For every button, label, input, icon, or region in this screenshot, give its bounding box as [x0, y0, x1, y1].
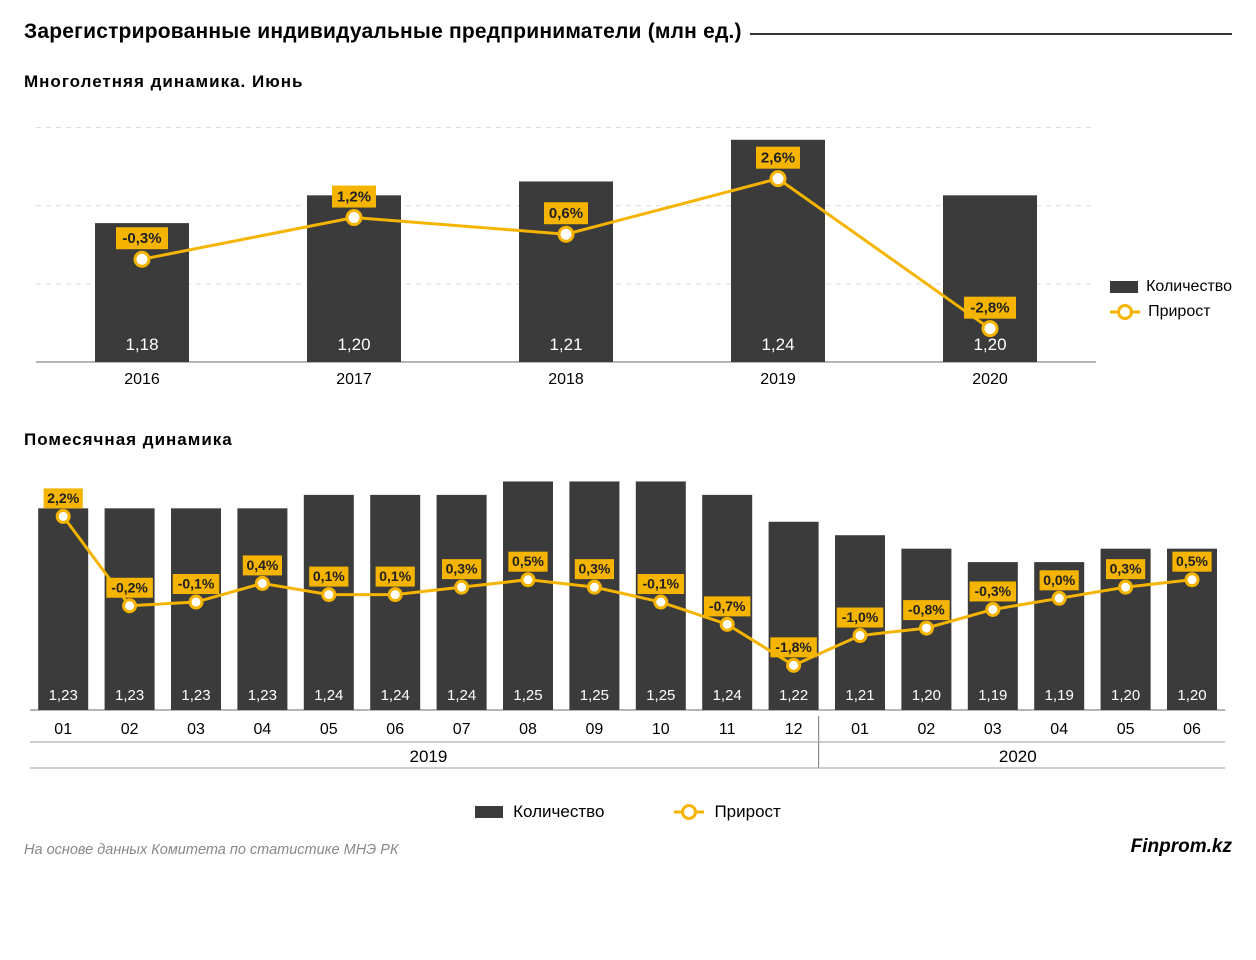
title-rule [750, 33, 1232, 35]
svg-text:1,22: 1,22 [779, 687, 808, 704]
svg-text:-0,8%: -0,8% [908, 602, 945, 618]
chart2-subtitle: Помесячная динамика [24, 430, 1232, 450]
svg-text:2019: 2019 [409, 747, 447, 766]
svg-text:1,24: 1,24 [314, 687, 343, 704]
legend-bar-label: Количество [1146, 278, 1232, 296]
chart1-wrap: 1,18 2016 1,20 2017 1,21 2018 1,24 2019 1,20 2020… [24, 100, 1232, 400]
svg-text:05: 05 [1117, 721, 1135, 738]
svg-text:-0,7%: -0,7% [709, 598, 746, 614]
svg-text:11: 11 [719, 721, 736, 738]
svg-text:-1,8%: -1,8% [775, 639, 812, 655]
svg-text:2,2%: 2,2% [47, 490, 79, 506]
svg-text:0,4%: 0,4% [246, 557, 278, 573]
svg-text:1,25: 1,25 [580, 687, 609, 704]
chart2-svg: 1,23 01 1,23 02 1,23 03 1,23 04 1,24 05 1,24 06 1,24… [24, 458, 1232, 798]
bar-swatch [475, 806, 503, 818]
svg-text:1,23: 1,23 [115, 687, 144, 704]
svg-text:06: 06 [386, 721, 404, 738]
line-swatch [1110, 302, 1140, 322]
legend-line-label: Прирост [1148, 303, 1210, 321]
svg-text:0,3%: 0,3% [578, 561, 610, 577]
svg-text:-2,8%: -2,8% [970, 300, 1009, 317]
svg-text:-0,3%: -0,3% [122, 230, 161, 247]
svg-text:2020: 2020 [999, 747, 1037, 766]
svg-text:1,20: 1,20 [973, 335, 1006, 354]
svg-text:0,3%: 0,3% [446, 561, 478, 577]
svg-text:0,0%: 0,0% [1043, 572, 1075, 588]
svg-text:1,24: 1,24 [713, 687, 742, 704]
svg-text:0,3%: 0,3% [1110, 561, 1142, 577]
svg-text:02: 02 [918, 721, 936, 738]
legend2-row-bar: Количество [475, 802, 604, 822]
svg-text:08: 08 [519, 721, 537, 738]
svg-text:2017: 2017 [336, 371, 372, 388]
legend-row-bar: Количество [1110, 278, 1232, 296]
svg-text:2019: 2019 [760, 371, 796, 388]
svg-text:0,6%: 0,6% [549, 205, 583, 222]
bar-swatch [1110, 281, 1138, 293]
svg-text:0,5%: 0,5% [512, 553, 544, 569]
svg-text:1,21: 1,21 [845, 687, 874, 704]
svg-text:06: 06 [1183, 721, 1201, 738]
main-title: Зарегистрированные индивидуальные предпр… [24, 20, 742, 44]
line-swatch [674, 802, 704, 822]
svg-text:03: 03 [187, 721, 205, 738]
svg-text:07: 07 [453, 721, 471, 738]
svg-text:0,1%: 0,1% [313, 568, 345, 584]
main-title-row: Зарегистрированные индивидуальные предпр… [24, 20, 1232, 44]
svg-text:2018: 2018 [548, 371, 584, 388]
svg-text:05: 05 [320, 721, 338, 738]
svg-text:2,6%: 2,6% [761, 150, 795, 167]
svg-text:0,5%: 0,5% [1176, 553, 1208, 569]
source-note: На основе данных Комитета по статистике … [24, 842, 399, 858]
legend2-row-line: Прирост [674, 802, 780, 822]
svg-text:1,20: 1,20 [337, 335, 370, 354]
svg-text:-0,1%: -0,1% [178, 576, 215, 592]
svg-text:2020: 2020 [972, 371, 1008, 388]
svg-text:01: 01 [54, 721, 72, 738]
chart2-legend: Количество Прирост [24, 802, 1232, 822]
svg-text:01: 01 [851, 721, 869, 738]
legend2-line-label: Прирост [714, 802, 780, 822]
chart1-subtitle: Многолетняя динамика. Июнь [24, 72, 1232, 92]
svg-text:-0,3%: -0,3% [975, 583, 1012, 599]
svg-text:02: 02 [121, 721, 139, 738]
svg-text:1,20: 1,20 [1111, 687, 1140, 704]
svg-text:04: 04 [254, 721, 272, 738]
svg-text:04: 04 [1050, 721, 1068, 738]
svg-text:1,24: 1,24 [761, 335, 794, 354]
legend-row-line: Прирост [1110, 302, 1232, 322]
chart1-svg: 1,18 2016 1,20 2017 1,21 2018 1,24 2019 1,20 2020… [24, 100, 1232, 400]
svg-text:1,25: 1,25 [513, 687, 542, 704]
chart1-legend: Количество Прирост [1110, 278, 1232, 328]
footer: На основе данных Комитета по статистике … [24, 836, 1232, 858]
svg-text:-0,2%: -0,2% [111, 579, 148, 595]
svg-text:10: 10 [652, 721, 670, 738]
svg-text:-1,0%: -1,0% [842, 609, 879, 625]
brand: Finprom.kz [1131, 836, 1232, 858]
svg-text:09: 09 [586, 721, 604, 738]
chart2-wrap: 1,23 01 1,23 02 1,23 03 1,23 04 1,24 05 1,24 06 1,24… [24, 458, 1232, 798]
svg-text:1,20: 1,20 [912, 687, 941, 704]
svg-text:1,23: 1,23 [49, 687, 78, 704]
svg-text:1,2%: 1,2% [337, 189, 371, 206]
svg-text:1,23: 1,23 [181, 687, 210, 704]
svg-text:1,23: 1,23 [248, 687, 277, 704]
svg-text:1,21: 1,21 [549, 335, 582, 354]
svg-text:1,24: 1,24 [447, 687, 476, 704]
svg-text:1,19: 1,19 [1045, 687, 1074, 704]
svg-text:12: 12 [785, 721, 803, 738]
svg-text:-0,1%: -0,1% [643, 576, 680, 592]
legend2-bar-label: Количество [513, 802, 604, 822]
svg-text:1,25: 1,25 [646, 687, 675, 704]
svg-text:1,19: 1,19 [978, 687, 1007, 704]
svg-text:0,1%: 0,1% [379, 568, 411, 584]
svg-text:03: 03 [984, 721, 1002, 738]
svg-text:1,20: 1,20 [1177, 687, 1206, 704]
svg-text:2016: 2016 [124, 371, 160, 388]
svg-text:1,24: 1,24 [381, 687, 410, 704]
svg-text:1,18: 1,18 [125, 335, 158, 354]
